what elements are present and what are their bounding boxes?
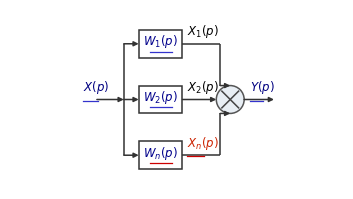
Text: $Y(p)$: $Y(p)$	[250, 79, 275, 96]
Text: $W_2(p)$: $W_2(p)$	[143, 89, 178, 106]
Bar	[139, 141, 183, 169]
Bar	[139, 30, 183, 58]
Circle shape	[216, 86, 244, 113]
Text: $X_2(p)$: $X_2(p)$	[187, 79, 219, 96]
Text: $W_1(p)$: $W_1(p)$	[143, 33, 178, 50]
Text: $W_n(p)$: $W_n(p)$	[143, 145, 178, 162]
Text: $X(p)$: $X(p)$	[83, 79, 109, 96]
Bar	[139, 86, 183, 113]
Text: $X_1(p)$: $X_1(p)$	[187, 23, 219, 40]
Text: $X_n(p)$: $X_n(p)$	[187, 135, 219, 152]
